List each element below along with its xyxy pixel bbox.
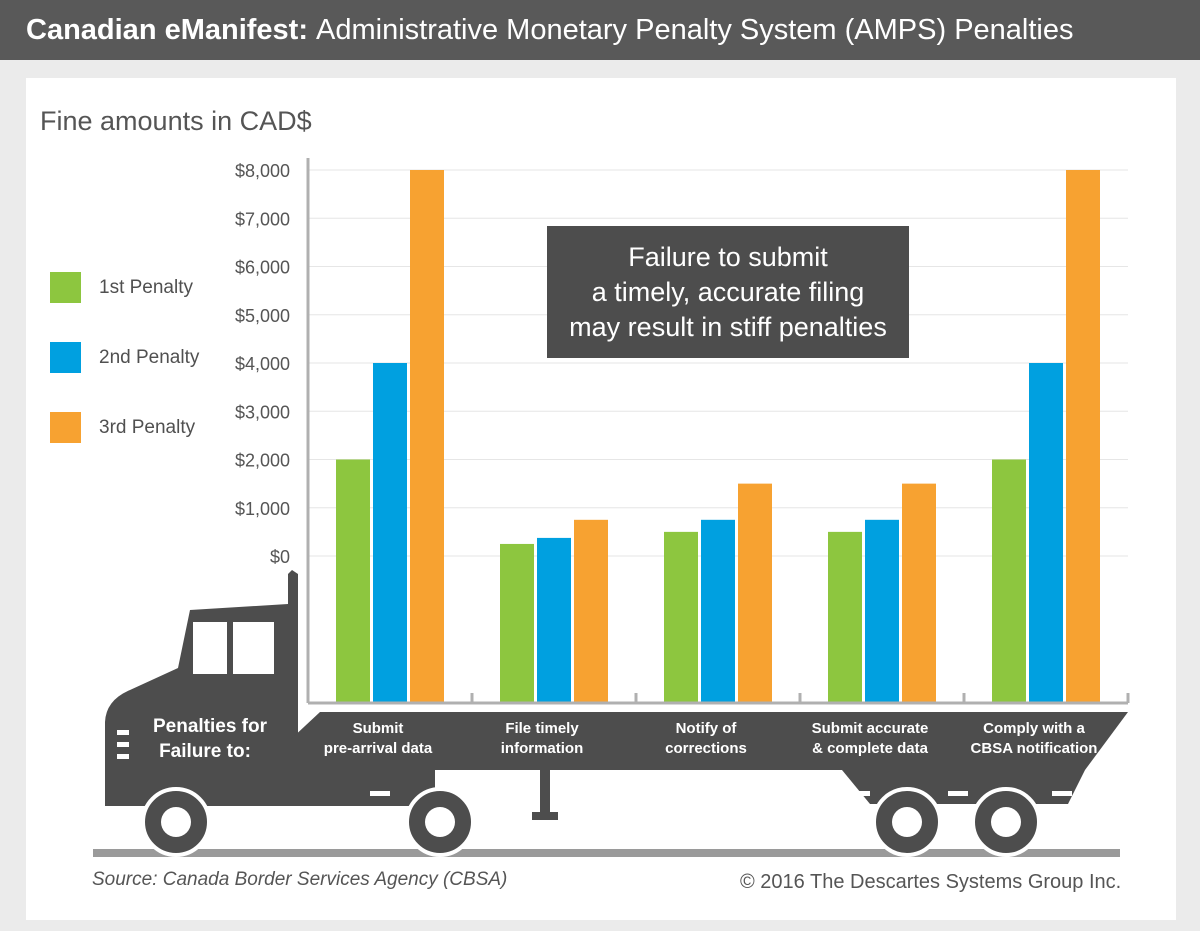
truck-marker-5	[1052, 791, 1072, 796]
legend-label-3rd: 3rd Penalty	[99, 416, 196, 438]
bar-1st-penalty	[664, 531, 698, 703]
y-tick-label: $8,000	[235, 161, 290, 181]
bar-2nd-penalty	[537, 537, 571, 703]
bar-2nd-penalty	[865, 519, 899, 703]
truck-headlight-3	[117, 754, 129, 759]
legend-swatch-2nd	[50, 342, 81, 373]
category-label: Submit accurate	[812, 720, 929, 737]
y-tick-label: $0	[270, 547, 290, 567]
y-tick-label: $6,000	[235, 258, 290, 278]
truck-label-line1: Penalties for	[153, 716, 268, 737]
category-label: & complete data	[812, 740, 929, 757]
bar-2nd-penalty	[373, 363, 407, 703]
category-label: Comply with a	[983, 720, 1085, 737]
copyright: © 2016 The Descartes Systems Group Inc.	[740, 871, 1122, 893]
truck-label-line2: Failure to:	[159, 741, 251, 762]
category-label: corrections	[665, 740, 747, 757]
bar-1st-penalty	[500, 543, 534, 703]
source-note: Source: Canada Border Services Agency (C…	[92, 869, 508, 890]
category-label: pre-arrival data	[324, 740, 433, 757]
legend-label-1st: 1st Penalty	[99, 276, 193, 298]
y-tick-labels: $0 $1,000 $2,000 $3,000 $4,000 $5,000 $6,000 $7…	[235, 161, 290, 567]
truck-headlight-2	[117, 742, 129, 747]
bar-3rd-penalty	[902, 483, 936, 703]
bar-3rd-penalty	[738, 483, 772, 703]
truck-window-right	[233, 622, 274, 674]
y-tick-label: $3,000	[235, 402, 290, 422]
title-bold: Canadian eManifest:	[26, 13, 308, 46]
title-bar: Canadian eManifest: Administrative Monet…	[0, 0, 1200, 60]
truck-headlight-1	[117, 730, 129, 735]
bar-3rd-penalty	[410, 170, 444, 703]
truck-wheel-rear-1	[872, 787, 942, 857]
y-tick-label: $2,000	[235, 451, 290, 471]
category-label: Submit	[353, 720, 404, 737]
legend-item-1st: 1st Penalty	[50, 272, 193, 303]
truck-window-left	[193, 622, 227, 674]
y-tick-label: $7,000	[235, 209, 290, 229]
legend-item-2nd: 2nd Penalty	[50, 342, 199, 373]
category-label: CBSA notification	[971, 740, 1098, 757]
bar-1st-penalty	[828, 531, 862, 703]
bar-3rd-penalty	[1066, 170, 1100, 703]
ground-line	[93, 849, 1120, 857]
category-label: information	[501, 740, 584, 757]
category-label: Notify of	[676, 720, 738, 737]
bar-3rd-penalty	[574, 519, 608, 703]
truck-trailer-bed	[290, 712, 1128, 770]
truck-marker-4	[948, 791, 968, 796]
bar-2nd-penalty	[701, 519, 735, 703]
y-tick-label: $5,000	[235, 306, 290, 326]
axes	[306, 158, 1130, 705]
category-labels: Submit pre-arrival data File timely informa…	[324, 720, 1098, 757]
bar-2nd-penalty	[1029, 363, 1063, 703]
bar-1st-penalty	[336, 459, 370, 703]
legend-swatch-3rd	[50, 412, 81, 443]
bar-1st-penalty	[992, 459, 1026, 703]
legend-label-2nd: 2nd Penalty	[99, 346, 200, 368]
truck-landing-foot	[532, 812, 558, 820]
callout-text: Failure to submit a timely, accurate fil…	[569, 241, 887, 342]
truck-wheel-mid	[405, 787, 475, 857]
y-tick-label: $1,000	[235, 499, 290, 519]
bars	[336, 170, 1100, 703]
truck-marker-3	[850, 791, 870, 796]
truck-wheel-front	[141, 787, 211, 857]
truck-wheel-rear-2	[971, 787, 1041, 857]
truck-illustration: Penalties for Failure to:	[93, 570, 1128, 857]
truck-landing-gear	[540, 770, 550, 816]
y-tick-label: $4,000	[235, 354, 290, 374]
title-rest: Administrative Monetary Penalty System (…	[316, 13, 1074, 46]
chart-subtitle: Fine amounts in CAD$	[40, 106, 312, 136]
truck-rear-housing	[842, 770, 1085, 804]
truck-marker-2	[483, 791, 503, 796]
legend-swatch-1st	[50, 272, 81, 303]
legend-item-3rd: 3rd Penalty	[50, 412, 195, 443]
truck-marker-1	[370, 791, 390, 796]
category-label: File timely	[505, 720, 579, 737]
callout-box: Failure to submit a timely, accurate fil…	[547, 226, 909, 358]
